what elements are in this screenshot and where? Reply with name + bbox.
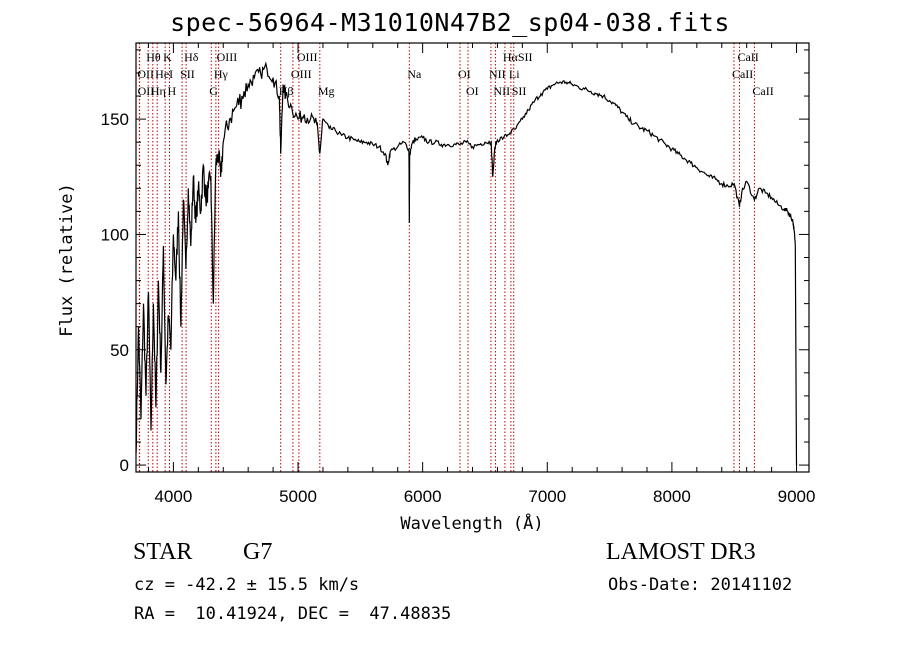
spectral-line-markers: [138, 43, 755, 472]
spectral-line-label: SII: [512, 84, 527, 98]
x-tick-label: 9000: [778, 487, 816, 506]
spectral-line-label: OII: [137, 67, 154, 81]
spectral-line-label: NII: [493, 84, 510, 98]
spectral-line-label: OI: [466, 84, 479, 98]
redshift-velocity: cz = -42.2 ± 15.5 km/s: [134, 575, 360, 595]
y-tick-label: 100: [101, 225, 129, 244]
chart-title: spec-56964-M31010N47B2_sp04-038.fits: [170, 8, 730, 37]
spectral-line-label: NII: [489, 67, 506, 81]
spectral-line-label: Mg: [318, 84, 335, 98]
x-tick-label: 4000: [154, 487, 192, 506]
spectral-line-label: OIII: [291, 67, 312, 81]
spectrum-line: [135, 61, 798, 466]
spectral-line-label: Li: [509, 67, 520, 81]
x-axis-label: Wavelength (Å): [400, 512, 543, 534]
x-tick-label: 6000: [404, 487, 442, 506]
y-tick-label: 0: [120, 456, 129, 475]
spectral-line-label: CaII: [732, 67, 753, 81]
y-axis-label: Flux (relative): [57, 183, 77, 337]
spectral-line-labels: Hθ K Hδ OIII OIII HαSII CaII OII HeI SII Hγ OIII Na O…: [137, 50, 773, 98]
object-subclass: G7: [243, 539, 273, 565]
y-tick-label: 50: [110, 341, 129, 360]
spectral-line-label: Hδ: [184, 50, 199, 64]
spectral-line-label: OII: [138, 84, 155, 98]
spectral-line-label: Hθ: [146, 50, 161, 64]
spectral-line-label: K: [163, 50, 172, 64]
x-tick-label: 7000: [528, 487, 566, 506]
spectral-line-label: H: [168, 84, 177, 98]
spectral-line-label: Na: [407, 67, 422, 81]
spectral-line-label: HαSII: [503, 50, 533, 64]
x-tick-label: 5000: [279, 487, 317, 506]
spectral-line-label: SII: [180, 67, 195, 81]
spectral-line-label: G: [209, 84, 218, 98]
x-tick-label: 8000: [653, 487, 691, 506]
spectral-line-label: CaII: [752, 84, 773, 98]
plot-frame: [135, 42, 810, 473]
object-class: STAR: [133, 539, 193, 565]
axis-ticks: 4000 5000 6000 7000 8000 9000 0 50 100 150: [101, 43, 816, 506]
spectral-line-label: HeI: [155, 67, 173, 81]
survey-name: LAMOST DR3: [606, 539, 756, 565]
spectral-line-label: CaII: [737, 50, 758, 64]
spectral-line-label: Hη: [151, 84, 166, 98]
ra-dec-coordinates: RA = 10.41924, DEC = 47.48835: [134, 604, 452, 624]
y-tick-label: 150: [101, 110, 129, 129]
spectral-line-label: Hγ: [214, 67, 229, 81]
spectral-line-label: OIII: [217, 50, 238, 64]
spectral-line-label: OI: [458, 67, 471, 81]
spectral-line-label: OIII: [297, 50, 318, 64]
observation-date: Obs-Date: 20141102: [608, 575, 793, 595]
